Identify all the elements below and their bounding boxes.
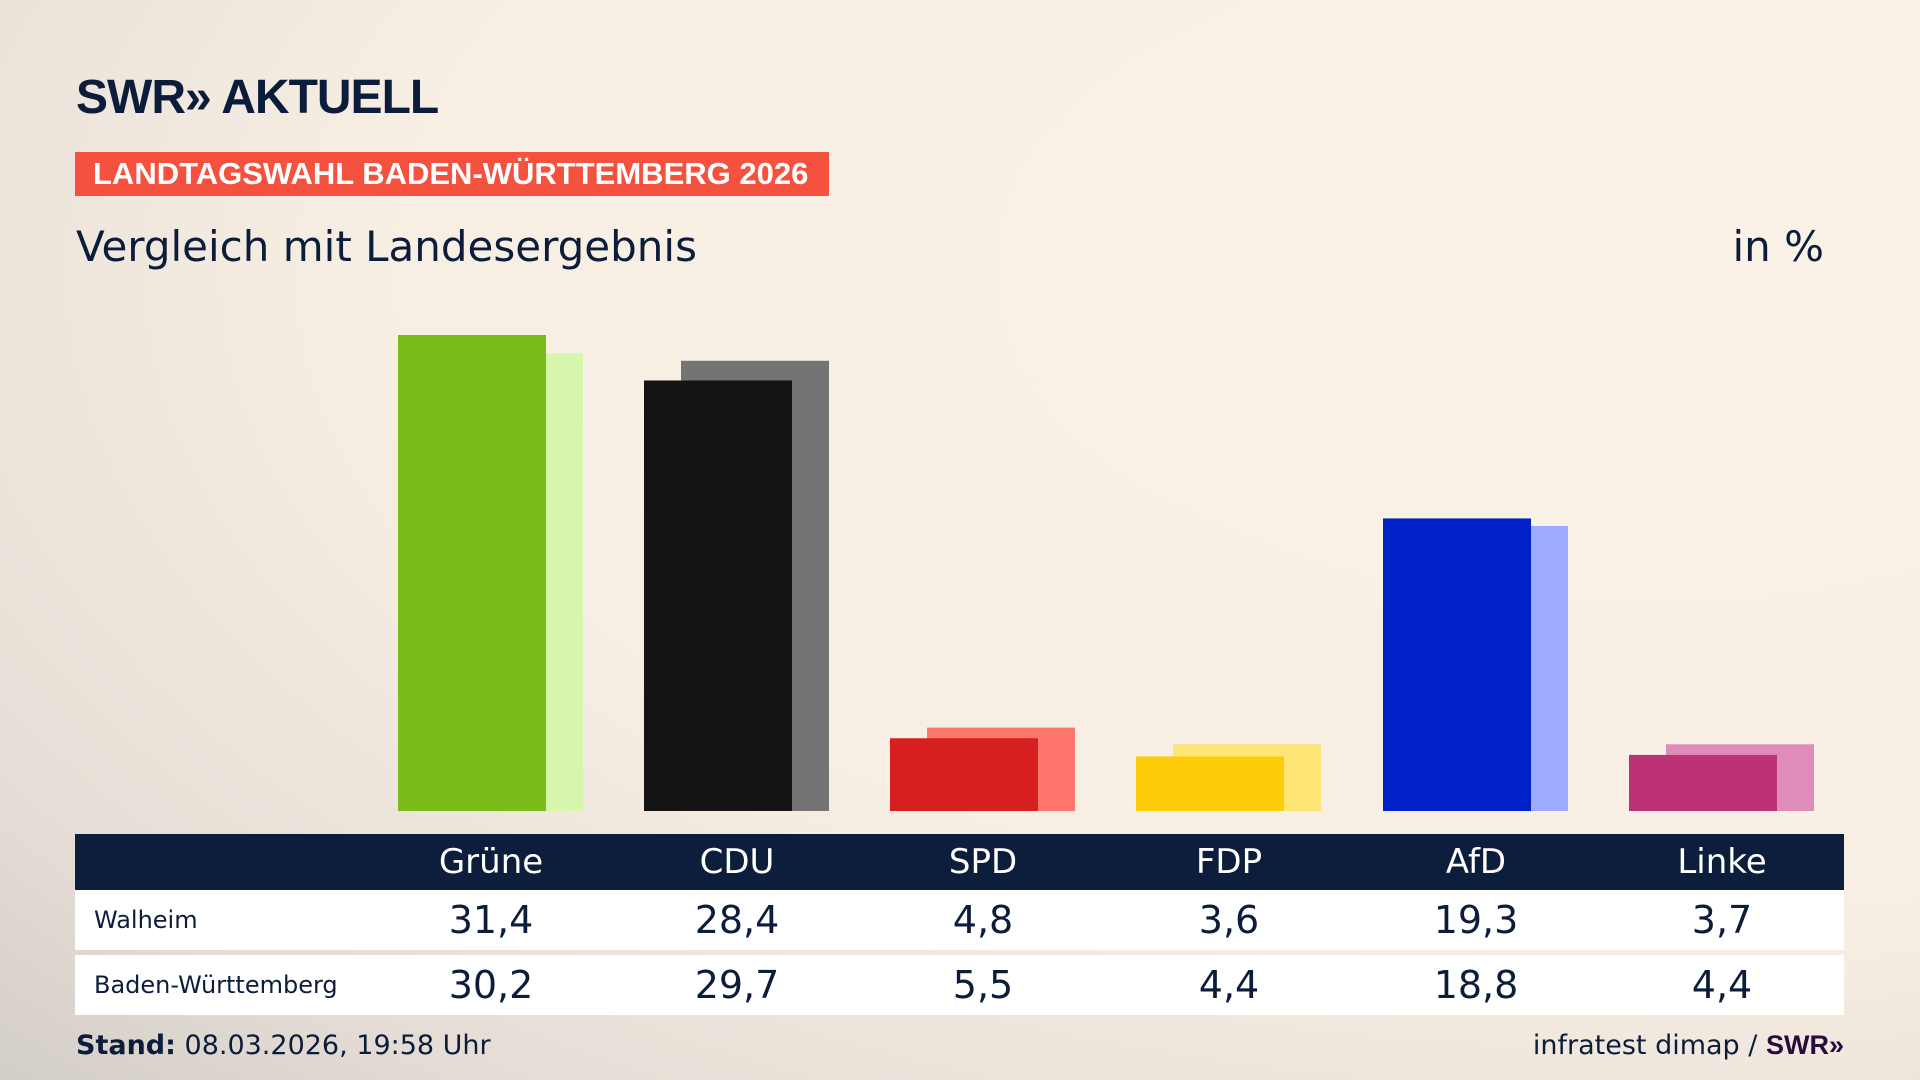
- chart-subtitle: Vergleich mit Landesergebnis: [76, 222, 697, 271]
- bar-chart: [398, 335, 1814, 811]
- column-header: FDP: [1195, 842, 1263, 882]
- bar-walheim-cdu: [644, 380, 792, 811]
- stand-value: 08.03.2026, 19:58 Uhr: [184, 1030, 491, 1061]
- column-header: AfD: [1445, 842, 1507, 882]
- unit-label: in %: [1732, 222, 1824, 271]
- swr-logo: SWR»: [1765, 1030, 1844, 1060]
- table-cell: 3,6: [1198, 898, 1260, 942]
- table-row-bw: Baden-Württemberg 30,2 29,7 5,5 4,4 18,8 4,4: [75, 955, 1844, 1015]
- bar-walheim-grüne: [398, 335, 546, 811]
- bar-walheim-linke: [1629, 754, 1777, 811]
- table-row-walheim: Walheim 31,4 28,4 4,8 3,6 19,3 3,7: [75, 890, 1844, 950]
- table-cell: 29,7: [694, 963, 780, 1007]
- timestamp: Stand: 08.03.2026, 19:58 Uhr: [76, 1030, 491, 1061]
- swr-aktuell-logo: SWR» AKTUELL: [76, 71, 439, 124]
- column-header: Grüne: [438, 842, 544, 882]
- table-cell: 4,4: [1691, 963, 1753, 1007]
- row-label: Baden-Württemberg: [94, 971, 338, 999]
- table-cell: 18,8: [1433, 963, 1519, 1007]
- table-cell: 4,4: [1198, 963, 1260, 1007]
- column-header: SPD: [948, 842, 1018, 882]
- table-cell: 3,7: [1691, 898, 1753, 942]
- source-text: infratest dimap /: [1532, 1030, 1758, 1061]
- bar-walheim-fdp: [1136, 756, 1284, 811]
- column-header: Linke: [1677, 842, 1767, 882]
- table-cell: 19,3: [1433, 898, 1519, 942]
- table-cell: 5,5: [952, 963, 1014, 1007]
- source-credit: infratest dimap / SWR»: [1533, 1030, 1844, 1061]
- election-banner: LANDTAGSWAHL BADEN-WÜRTTEMBERG 2026: [75, 152, 829, 196]
- stand-label: Stand:: [76, 1030, 176, 1061]
- row-label: Walheim: [94, 906, 198, 934]
- table-cell: 4,8: [952, 898, 1014, 942]
- table-cell: 28,4: [694, 898, 780, 942]
- bar-walheim-spd: [890, 738, 1038, 811]
- bar-walheim-afd: [1383, 518, 1531, 811]
- table-header: Grüne CDU SPD FDP AfD Linke: [75, 834, 1844, 890]
- column-header: CDU: [699, 842, 775, 882]
- table-cell: 30,2: [448, 963, 534, 1007]
- table-cell: 31,4: [448, 898, 534, 942]
